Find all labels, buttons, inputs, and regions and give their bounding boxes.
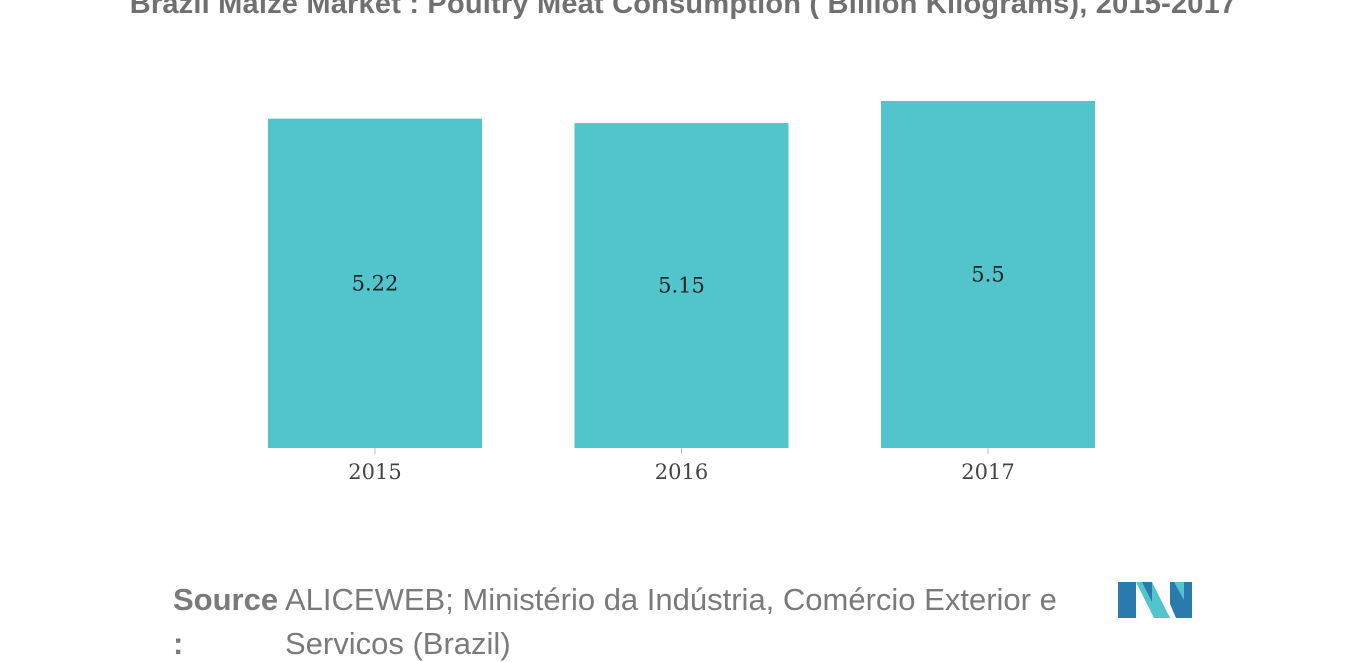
data-label-2015: 5.22 <box>352 271 399 295</box>
logo-mid-dark-shape <box>1142 582 1152 602</box>
logo-mid-shape <box>1136 582 1170 618</box>
logo-right-shape <box>1170 582 1192 618</box>
bar-chart: 5.22 2015 5.15 2016 5.5 2017 <box>268 101 1095 484</box>
x-tick-label-2016: 2016 <box>655 460 708 484</box>
chart-title: Brazil Maize Market : Poultry Meat Consu… <box>129 0 1237 20</box>
source-label: Source <box>173 582 279 617</box>
x-tick-label-2017: 2017 <box>961 460 1014 484</box>
mordor-logo-icon <box>1118 582 1192 618</box>
bar-2017 <box>881 101 1095 448</box>
source-colon: : <box>173 626 184 661</box>
data-label-2017: 5.5 <box>971 263 1004 287</box>
bar-2015 <box>268 118 482 448</box>
data-label-2016: 5.15 <box>658 274 705 298</box>
source-text-line1: ALICEWEB; Ministério da Indústria, Comér… <box>285 582 1057 617</box>
logo-left-shape <box>1118 582 1136 618</box>
x-tick-label-2015: 2015 <box>348 460 401 484</box>
logo-right-light-shape <box>1174 582 1184 600</box>
bar-2016 <box>574 123 789 448</box>
source-text-line2: Servicos (Brazil) <box>285 626 511 661</box>
